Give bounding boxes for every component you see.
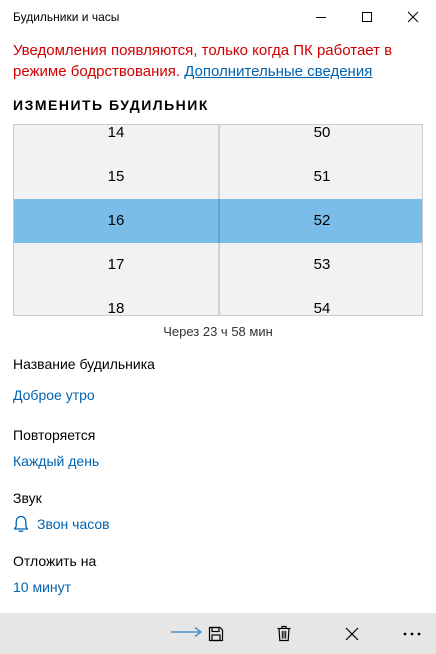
maximize-button[interactable] — [344, 0, 390, 34]
alarm-name-label: Название будильника — [13, 356, 155, 372]
close-window-button[interactable] — [390, 0, 436, 34]
time-picker[interactable]: 14 15 16 17 18 50 51 52 53 54 — [13, 124, 423, 316]
minute-cell[interactable]: 51 — [313, 168, 331, 185]
bell-icon — [13, 515, 29, 533]
repeat-label: Повторяется — [13, 427, 96, 443]
close-icon — [407, 11, 419, 23]
notification-message: Уведомления появляются, только когда ПК … — [13, 40, 423, 82]
maximize-icon — [362, 12, 372, 22]
snooze-selector[interactable]: 10 минут — [13, 579, 72, 595]
notification-text: Уведомления появляются, только когда ПК … — [13, 42, 393, 80]
more-info-link[interactable]: Дополнительные сведения — [184, 63, 373, 80]
more-icon — [403, 632, 421, 635]
sound-label: Звук — [13, 490, 42, 506]
close-icon — [345, 627, 359, 640]
picker-divider-selected — [218, 199, 220, 243]
snooze-label: Отложить на — [13, 553, 97, 569]
minute-cell[interactable]: 54 — [313, 300, 331, 316]
page-title: ИЗМЕНИТЬ БУДИЛЬНИК — [13, 97, 209, 113]
title-bar: Будильники и часы — [0, 0, 436, 34]
save-icon — [208, 626, 224, 641]
minute-cell[interactable]: 50 — [313, 124, 331, 141]
window-title: Будильники и часы — [13, 10, 120, 24]
more-button[interactable] — [392, 613, 432, 654]
hour-cell[interactable]: 14 — [107, 124, 125, 141]
delete-icon — [277, 625, 291, 642]
hour-cell-selected[interactable]: 16 — [107, 212, 125, 229]
time-remaining: Через 23 ч 58 мин — [163, 324, 273, 339]
hour-cell[interactable]: 15 — [107, 168, 125, 185]
arrow-annotation-icon — [171, 626, 203, 638]
alarm-name-field[interactable]: Доброе утро — [13, 387, 95, 403]
command-bar — [0, 613, 436, 654]
minute-cell[interactable]: 53 — [313, 256, 331, 273]
sound-value: Звон часов — [37, 516, 110, 532]
hour-column[interactable]: 14 15 16 17 18 — [14, 125, 218, 315]
save-button[interactable] — [196, 613, 236, 654]
hour-cell[interactable]: 17 — [107, 256, 125, 273]
sound-selector[interactable]: Звон часов — [13, 515, 110, 533]
minimize-icon — [316, 17, 326, 18]
minute-column[interactable]: 50 51 52 53 54 — [220, 124, 422, 316]
minimize-button[interactable] — [298, 0, 344, 34]
hour-cell[interactable]: 18 — [107, 300, 125, 316]
cancel-button[interactable] — [332, 613, 372, 654]
minute-cell-selected[interactable]: 52 — [313, 212, 331, 229]
delete-button[interactable] — [264, 613, 304, 654]
repeat-selector[interactable]: Каждый день — [13, 453, 100, 469]
